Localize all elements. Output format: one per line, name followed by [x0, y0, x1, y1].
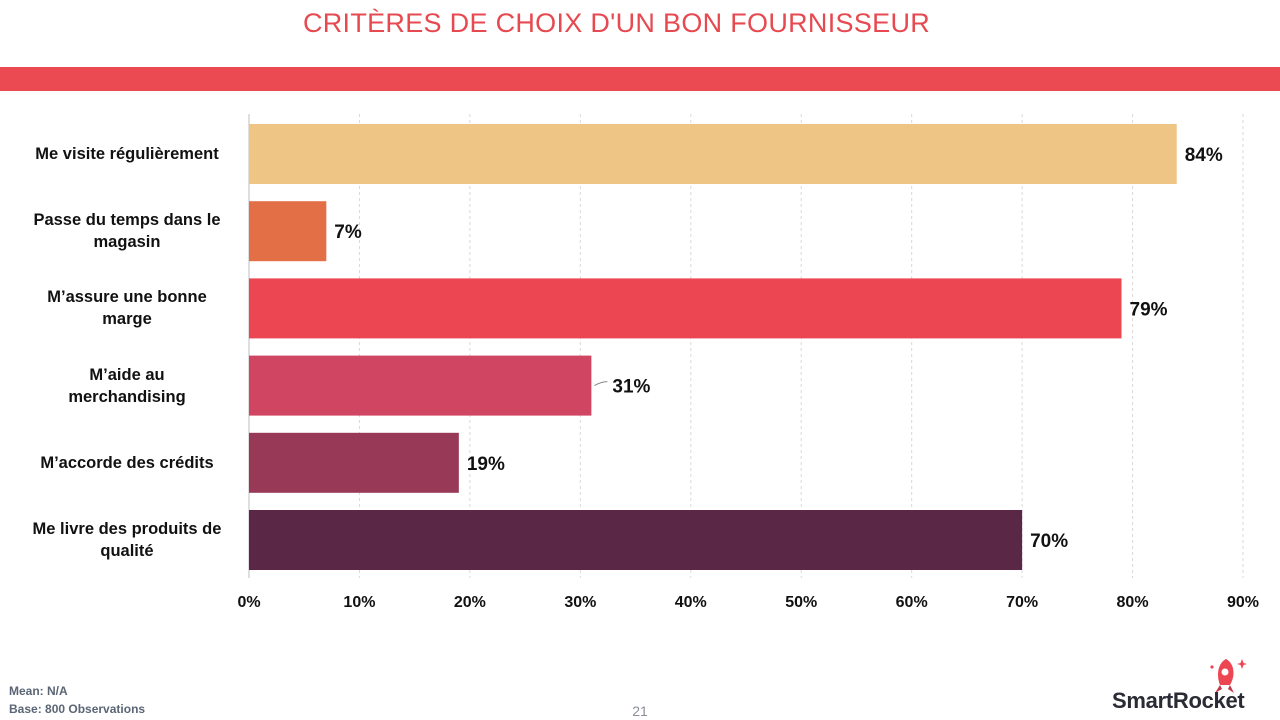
data-label: 7% — [334, 222, 362, 243]
x-tick-label: 0% — [237, 594, 260, 611]
mean-note: Mean: N/A — [9, 684, 68, 698]
data-label: 84% — [1185, 145, 1223, 166]
bar-2 — [249, 201, 327, 262]
category-label: Me livre des produits de qualité — [32, 520, 222, 560]
bar-3 — [249, 278, 1122, 339]
page-title: CRITÈRES DE CHOIX D'UN BON FOURNISSEUR — [302, 8, 931, 38]
header-band — [0, 67, 1280, 91]
category-label: M’assure une bonne marge — [47, 288, 207, 329]
data-label: 19% — [467, 454, 505, 475]
brand-logo: SmartRocket — [1112, 688, 1245, 713]
data-label: 79% — [1130, 299, 1168, 320]
bar-5 — [249, 432, 459, 493]
page-number: 21 — [632, 703, 648, 719]
label-leader-line — [594, 381, 608, 387]
x-tick-label: 80% — [1117, 594, 1149, 611]
x-tick-label: 50% — [785, 594, 817, 611]
x-tick-label: 10% — [343, 594, 375, 611]
x-tick-label: 30% — [564, 594, 596, 611]
rocket-icon — [1210, 659, 1247, 693]
data-label: 31% — [612, 377, 650, 398]
category-label: M’aide au merchandising — [68, 365, 186, 406]
category-label: M’accorde des crédits — [40, 453, 214, 472]
category-label: Passe du temps dans le magasin — [33, 211, 221, 252]
x-tick-label: 20% — [454, 594, 486, 611]
x-tick-label: 60% — [896, 594, 928, 611]
x-tick-label: 40% — [675, 594, 707, 611]
data-label: 70% — [1030, 531, 1068, 552]
bar-4 — [249, 355, 592, 416]
x-tick-label: 90% — [1227, 594, 1259, 611]
bar-chart: 84% 7% 79% 31% 19% 70% 0% 10% 20% 30% 40% 50% 60% 70%… — [237, 114, 1259, 611]
base-note: Base: 800 Observations — [9, 702, 146, 716]
bar-6 — [249, 510, 1023, 570]
category-label: Me visite régulièrement — [35, 145, 219, 163]
bar-1 — [249, 124, 1177, 184]
x-tick-label: 70% — [1006, 594, 1038, 611]
